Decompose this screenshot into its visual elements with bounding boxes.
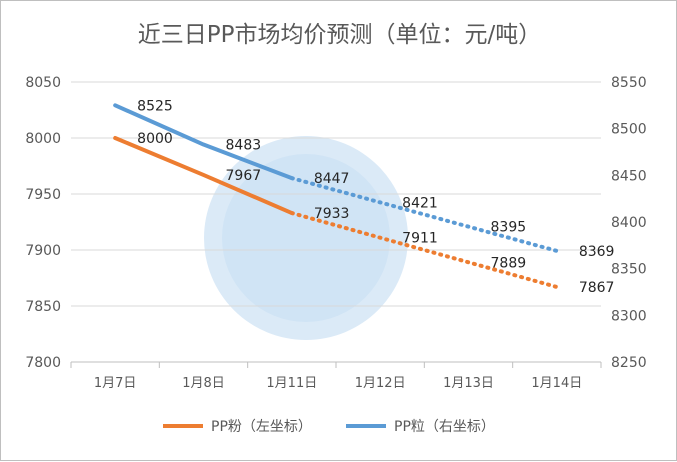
chart-title: 近三日PP市场均价预测（单位：元/吨） [137,22,542,48]
y-left-tick-label: 7800 [25,355,61,371]
series-line-actual-2 [113,103,294,181]
series-line-forecast-1 [289,211,559,289]
y-left-tick-label: 7950 [25,187,61,203]
data-label: 8421 [402,195,438,211]
data-label: 8447 [314,171,350,187]
legend-label: PP粉（左坐标） [211,419,312,435]
data-label: 7889 [491,255,527,271]
y-left-tick-label: 7850 [25,299,61,315]
watermark-inner-circle [222,154,390,322]
y-left-tick-label: 7900 [25,243,61,259]
y-left-tick-label: 8050 [25,75,61,91]
x-tick-label: 1月13日 [443,376,494,391]
y-right-tick-label: 8300 [611,308,647,324]
y-right-tick-label: 8550 [611,75,647,91]
y-right-tick-label: 8350 [611,262,647,278]
data-label: 8395 [491,220,527,236]
x-tick-label: 1月7日 [94,376,137,391]
data-label: 8525 [137,98,173,114]
x-tick-label: 1月8日 [182,376,225,391]
x-tick-label: 1月14日 [531,376,582,391]
y-right-tick-label: 8450 [611,168,647,184]
series-line-actual-1 [113,136,294,216]
data-label: 7867 [579,280,615,296]
x-tick-label: 1月11日 [266,376,317,391]
data-label: 7933 [314,206,350,222]
data-label: 8369 [579,244,615,260]
data-label: 7967 [226,168,262,184]
series-line-forecast-2 [289,176,559,253]
legend-label: PP粒（右坐标） [394,419,495,435]
data-label: 7911 [402,231,438,247]
y-right-tick-label: 8250 [611,355,647,371]
watermark [204,136,408,340]
y-left-tick-label: 8000 [25,131,61,147]
x-tick-label: 1月12日 [355,376,406,391]
y-right-tick-label: 8400 [611,215,647,231]
data-label: 8483 [226,138,262,154]
y-right-tick-label: 8500 [611,122,647,138]
data-label: 8000 [137,131,173,147]
